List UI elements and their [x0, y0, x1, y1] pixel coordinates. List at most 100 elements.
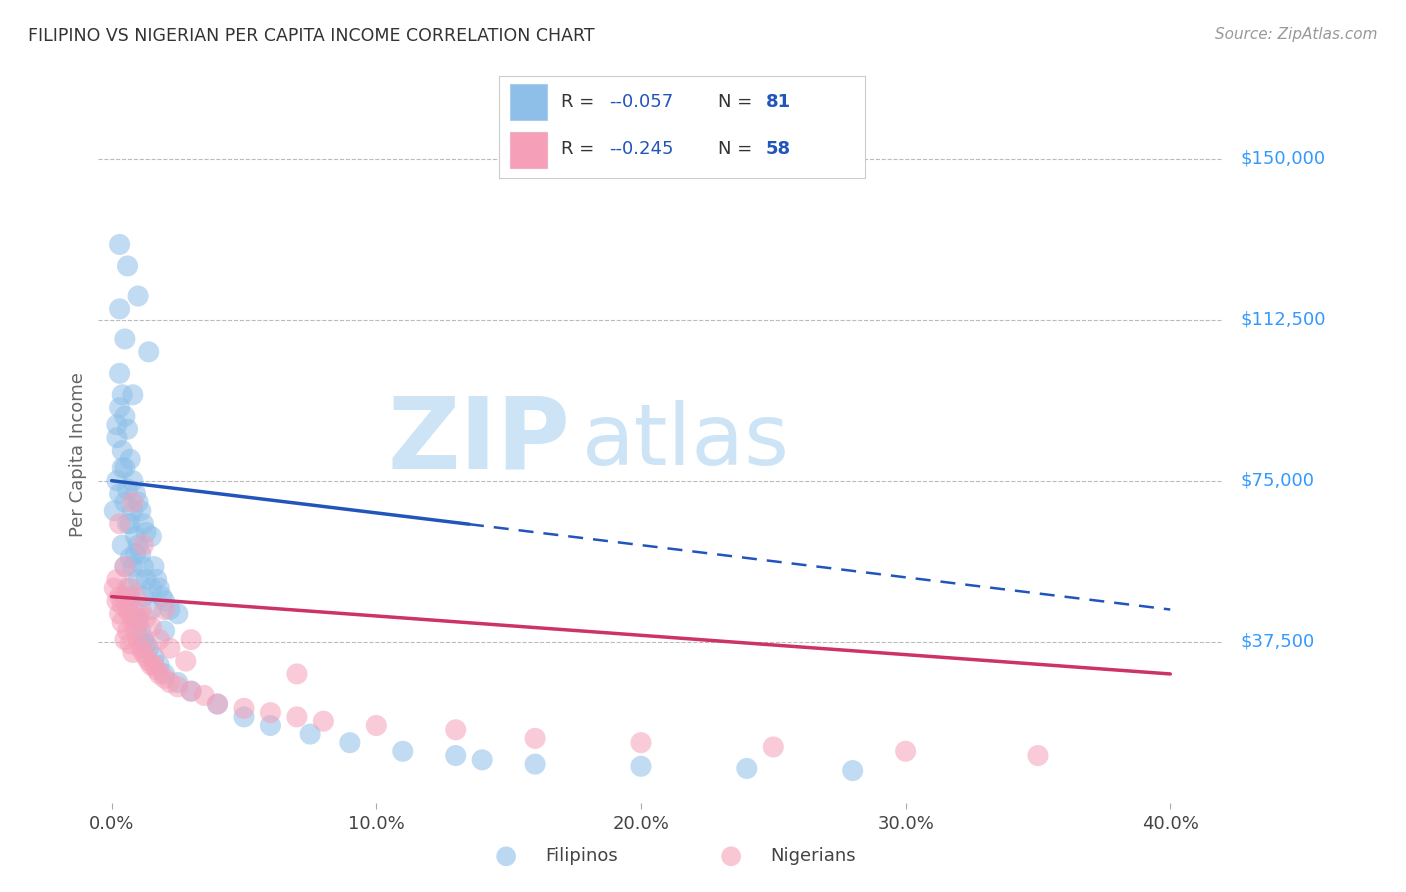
- Point: [894, 744, 917, 758]
- Text: atlas: atlas: [582, 400, 790, 483]
- Point: [121, 504, 143, 518]
- Point: [148, 632, 170, 647]
- Point: [132, 559, 155, 574]
- Text: R =: R =: [561, 140, 600, 158]
- Point: [121, 495, 143, 509]
- Bar: [510, 84, 547, 120]
- Point: [108, 401, 131, 415]
- Point: [111, 443, 134, 458]
- Point: [121, 388, 143, 402]
- Point: [114, 559, 136, 574]
- Point: [132, 538, 155, 552]
- Text: FILIPINO VS NIGERIAN PER CAPITA INCOME CORRELATION CHART: FILIPINO VS NIGERIAN PER CAPITA INCOME C…: [28, 27, 595, 45]
- Point: [207, 697, 229, 711]
- Point: [148, 667, 170, 681]
- Point: [127, 573, 149, 587]
- Point: [630, 759, 652, 773]
- Text: $37,500: $37,500: [1240, 632, 1315, 651]
- Point: [108, 590, 131, 604]
- Point: [129, 602, 152, 616]
- Point: [630, 736, 652, 750]
- Point: [135, 573, 157, 587]
- Point: [108, 301, 131, 316]
- Text: Nigerians: Nigerians: [770, 847, 856, 865]
- Text: --0.245: --0.245: [609, 140, 673, 158]
- Point: [117, 483, 139, 497]
- Point: [153, 594, 176, 608]
- Point: [105, 417, 128, 432]
- Point: [129, 641, 152, 656]
- Text: 58: 58: [766, 140, 792, 158]
- Point: [444, 748, 467, 763]
- Point: [159, 641, 181, 656]
- Point: [132, 632, 155, 647]
- Point: [124, 624, 146, 638]
- Text: R =: R =: [561, 93, 600, 111]
- Point: [143, 649, 166, 664]
- Point: [180, 684, 202, 698]
- Point: [174, 654, 197, 668]
- Point: [143, 658, 166, 673]
- Y-axis label: Per Capita Income: Per Capita Income: [69, 373, 87, 537]
- Point: [391, 744, 413, 758]
- Point: [141, 658, 163, 673]
- Point: [153, 624, 176, 638]
- Point: [129, 547, 152, 561]
- Point: [735, 761, 758, 775]
- Text: $112,500: $112,500: [1240, 310, 1326, 328]
- Point: [233, 701, 256, 715]
- Point: [132, 590, 155, 604]
- Point: [135, 637, 157, 651]
- Point: [145, 573, 167, 587]
- Point: [143, 559, 166, 574]
- Point: [129, 504, 152, 518]
- Point: [111, 388, 134, 402]
- Point: [148, 658, 170, 673]
- Point: [105, 573, 128, 587]
- Point: [117, 602, 139, 616]
- Point: [124, 611, 146, 625]
- Point: [117, 422, 139, 436]
- Point: [117, 259, 139, 273]
- Text: Filipinos: Filipinos: [546, 847, 619, 865]
- Point: [166, 607, 188, 621]
- Point: [366, 718, 388, 732]
- Point: [105, 431, 128, 445]
- Point: [120, 516, 142, 531]
- Point: [132, 516, 155, 531]
- Point: [135, 525, 157, 540]
- Point: [127, 495, 149, 509]
- Point: [121, 559, 143, 574]
- Point: [259, 718, 281, 732]
- Point: [141, 602, 163, 616]
- Point: [103, 581, 125, 595]
- Point: [762, 739, 785, 754]
- Point: [720, 849, 742, 863]
- Point: [124, 547, 146, 561]
- Point: [111, 615, 134, 630]
- Text: $150,000: $150,000: [1240, 150, 1326, 168]
- Text: N =: N =: [718, 140, 758, 158]
- Point: [150, 590, 173, 604]
- Point: [120, 551, 142, 566]
- Point: [124, 529, 146, 543]
- Point: [127, 615, 149, 630]
- Point: [117, 624, 139, 638]
- Point: [180, 684, 202, 698]
- Point: [524, 731, 547, 746]
- Point: [285, 710, 308, 724]
- Point: [120, 452, 142, 467]
- Point: [193, 689, 215, 703]
- Point: [259, 706, 281, 720]
- Point: [148, 581, 170, 595]
- Point: [111, 460, 134, 475]
- Point: [129, 624, 152, 638]
- Point: [121, 602, 143, 616]
- Point: [159, 602, 181, 616]
- Text: Source: ZipAtlas.com: Source: ZipAtlas.com: [1215, 27, 1378, 42]
- Point: [312, 714, 335, 729]
- Point: [145, 663, 167, 677]
- Point: [121, 474, 143, 488]
- Bar: [510, 132, 547, 168]
- Point: [114, 559, 136, 574]
